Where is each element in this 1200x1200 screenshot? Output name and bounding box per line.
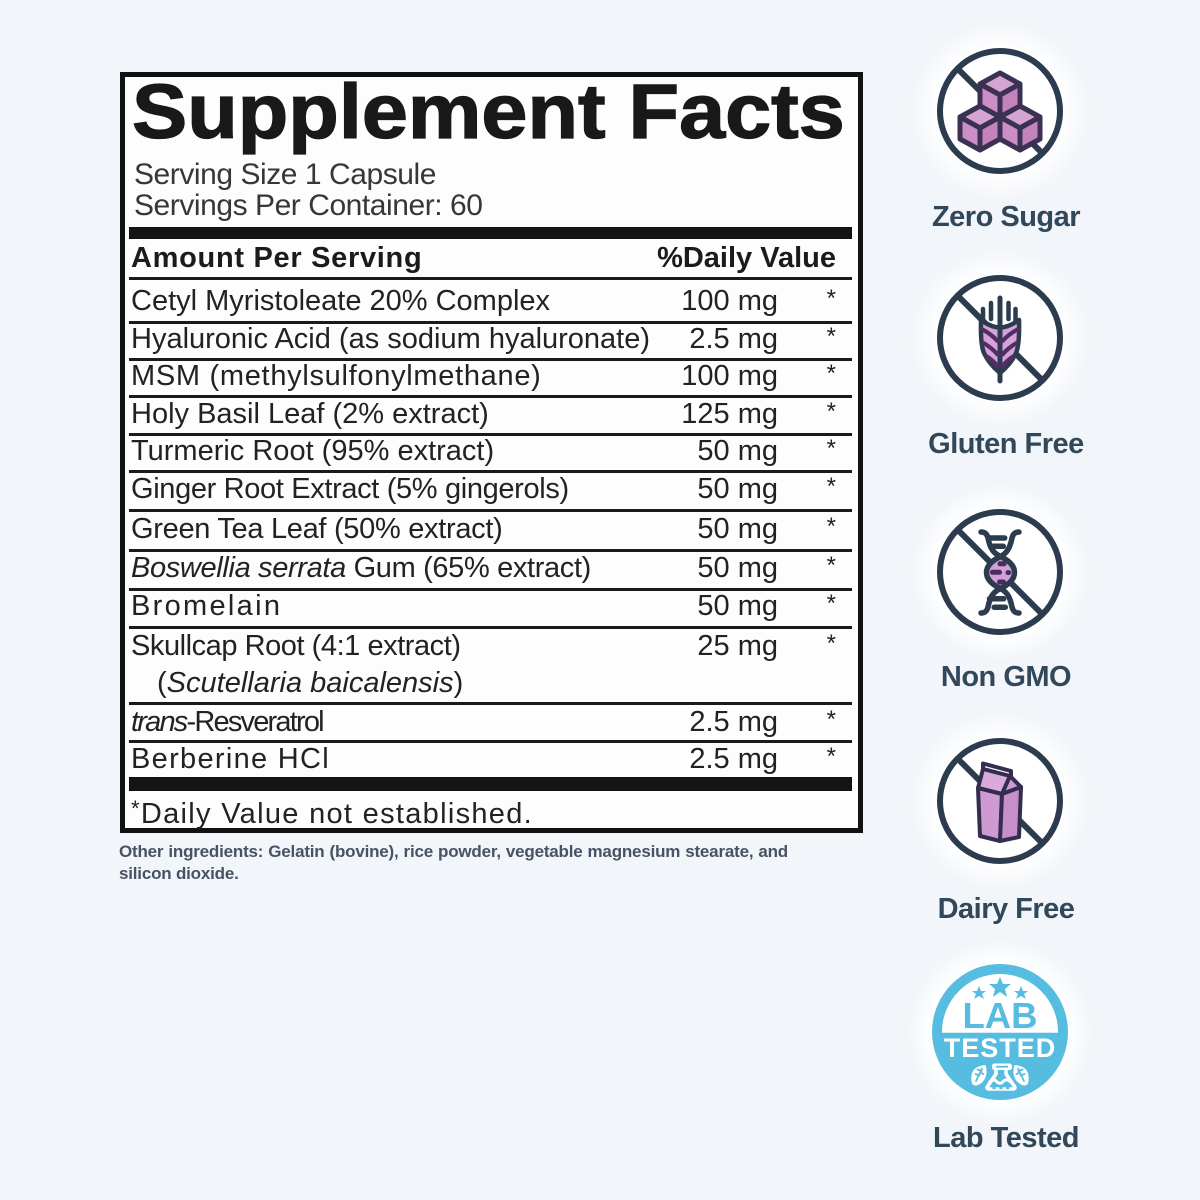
svg-text:TESTED: TESTED <box>944 1033 1057 1063</box>
svg-text:LAB: LAB <box>962 995 1037 1036</box>
